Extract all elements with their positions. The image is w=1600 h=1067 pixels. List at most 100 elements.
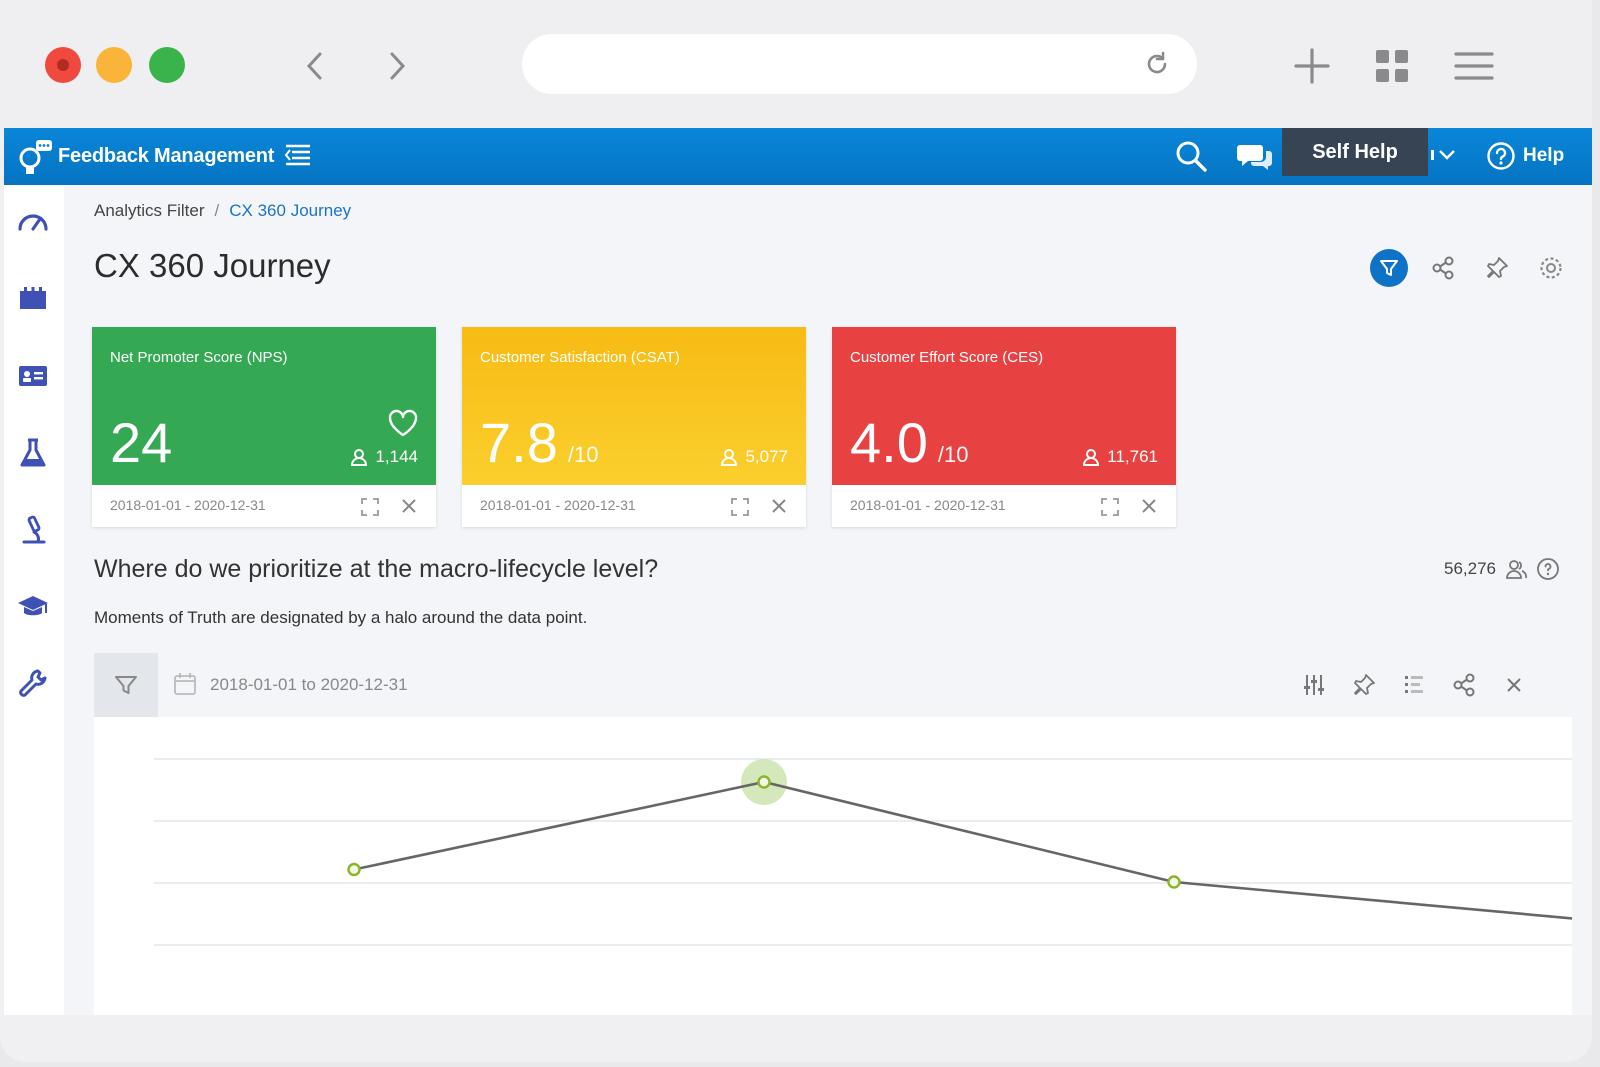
reload-icon[interactable] xyxy=(1143,50,1171,78)
pin-icon xyxy=(1354,674,1375,695)
nps-respondent-count: 1,144 xyxy=(349,447,418,467)
breadcrumb-parent-link[interactable]: Analytics Filter xyxy=(94,201,205,220)
address-bar[interactable] xyxy=(522,34,1197,94)
csat-card[interactable]: Customer Satisfaction (CSAT) 7.8/10 5,07… xyxy=(462,327,806,527)
breadcrumb-current[interactable]: CX 360 Journey xyxy=(229,201,352,220)
ces-card[interactable]: Customer Effort Score (CES) 4.0/10 11,76… xyxy=(832,327,1176,527)
help-label: Help xyxy=(1523,145,1565,166)
ces-card-value: 4.0/10 xyxy=(850,415,968,471)
nps-value-number: 24 xyxy=(110,411,173,474)
close-icon[interactable] xyxy=(400,497,418,515)
share-button[interactable] xyxy=(1424,249,1462,287)
pin-icon xyxy=(1487,257,1508,278)
chart-data-point[interactable] xyxy=(757,775,771,789)
chart-panel: 2018-01-01 to 2020-12-31 xyxy=(94,653,1572,1015)
sidebar-item-tools[interactable] xyxy=(16,667,50,701)
browser-chrome xyxy=(0,0,1592,128)
help-button[interactable]: Help xyxy=(1486,140,1564,172)
chart-data-point[interactable] xyxy=(1167,875,1181,889)
chevron-down-icon[interactable] xyxy=(1430,140,1464,170)
url-input[interactable] xyxy=(548,48,1128,80)
ces-card-name: Customer Effort Score (CES) xyxy=(850,349,1044,366)
calendar-icon[interactable] xyxy=(172,671,198,697)
journey-line-chart xyxy=(154,758,1572,946)
csat-value-number: 7.8 xyxy=(480,411,558,474)
page-title: CX 360 Journey xyxy=(94,247,331,284)
sidebar-item-contacts[interactable] xyxy=(16,359,50,393)
filter-button[interactable] xyxy=(1370,249,1408,287)
app-title: Feedback Management xyxy=(58,145,275,167)
expand-icon[interactable] xyxy=(730,497,750,517)
nps-card-name: Net Promoter Score (NPS) xyxy=(110,349,288,366)
speedometer-icon xyxy=(18,214,48,231)
csat-card-footer: 2018-01-01 - 2020-12-31 xyxy=(462,485,806,527)
microscope-icon xyxy=(22,515,46,544)
info-icon[interactable] xyxy=(1536,557,1560,581)
close-icon[interactable] xyxy=(770,497,788,515)
csat-respondent-count: 5,077 xyxy=(719,447,788,467)
share-icon xyxy=(1432,256,1454,280)
maximize-window-button[interactable] xyxy=(149,47,185,83)
close-window-button[interactable] xyxy=(45,47,81,83)
feedback-logo-icon xyxy=(19,140,52,174)
sidebar-item-dashboard[interactable] xyxy=(16,205,50,239)
nps-date-range: 2018-01-01 - 2020-12-31 xyxy=(110,497,266,513)
chart-filter-button[interactable] xyxy=(94,653,158,717)
chevron-right-icon xyxy=(390,52,406,80)
back-button[interactable] xyxy=(300,46,330,86)
section-title: Where do we prioritize at the macro-life… xyxy=(94,555,659,583)
page-actions xyxy=(1370,249,1570,287)
sidebar xyxy=(4,185,64,1015)
chart-share-button[interactable] xyxy=(1446,667,1482,703)
chart-adjust-button[interactable] xyxy=(1296,667,1332,703)
user-icon xyxy=(351,449,368,466)
hamburger-menu-icon[interactable] xyxy=(1452,44,1496,88)
pin-button[interactable] xyxy=(1478,249,1516,287)
chart-data-point[interactable] xyxy=(347,862,361,877)
csat-value-denominator: /10 xyxy=(567,442,599,467)
forward-button[interactable] xyxy=(382,46,412,86)
csat-card-name: Customer Satisfaction (CSAT) xyxy=(480,349,680,366)
expand-icon[interactable] xyxy=(360,497,380,517)
users-icon xyxy=(1506,560,1528,579)
chart-series-line xyxy=(353,780,1572,920)
csat-card-face: Customer Satisfaction (CSAT) 7.8/10 5,07… xyxy=(462,327,806,485)
new-tab-icon[interactable] xyxy=(1290,44,1334,88)
search-icon[interactable] xyxy=(1172,137,1210,175)
close-icon[interactable] xyxy=(1140,497,1158,515)
chat-icon[interactable] xyxy=(1236,137,1274,175)
breadcrumb: Analytics Filter / CX 360 Journey xyxy=(94,201,351,221)
ces-date-range: 2018-01-01 - 2020-12-31 xyxy=(850,497,1006,513)
ces-value-number: 4.0 xyxy=(850,411,928,474)
chart-pin-button[interactable] xyxy=(1346,667,1382,703)
menu-toggle-icon[interactable] xyxy=(284,142,314,168)
chart-legend-button[interactable] xyxy=(1396,667,1432,703)
chevron-left-icon xyxy=(306,52,322,80)
grid-icon[interactable] xyxy=(1370,44,1414,88)
heart-icon xyxy=(388,409,418,437)
sidebar-item-learning[interactable] xyxy=(16,590,50,624)
share-icon xyxy=(1453,673,1475,697)
expand-icon[interactable] xyxy=(1100,497,1120,517)
nps-card-face: Net Promoter Score (NPS) 24 1,144 xyxy=(92,327,436,485)
funnel-icon xyxy=(1380,260,1398,276)
sidebar-item-reports[interactable] xyxy=(16,282,50,316)
chart-date-range[interactable]: 2018-01-01 to 2020-12-31 xyxy=(210,675,408,694)
nps-card-footer: 2018-01-01 - 2020-12-31 xyxy=(92,485,436,527)
flask-icon xyxy=(20,438,46,467)
nps-count-value: 1,144 xyxy=(375,447,418,466)
chart-close-button[interactable] xyxy=(1496,667,1532,703)
calendar-icon xyxy=(20,287,46,309)
minimize-window-button[interactable] xyxy=(96,47,132,83)
nps-card[interactable]: Net Promoter Score (NPS) 24 1,144 2018-0… xyxy=(92,327,436,527)
close-icon xyxy=(1507,678,1521,692)
graduation-cap-icon xyxy=(18,596,48,616)
gear-icon xyxy=(1540,257,1562,279)
funnel-icon xyxy=(115,676,137,694)
settings-button[interactable] xyxy=(1532,249,1570,287)
chart-actions xyxy=(1296,667,1532,703)
sidebar-item-experiments[interactable] xyxy=(16,436,50,470)
self-help-button[interactable]: Self Help xyxy=(1282,128,1428,176)
sidebar-item-analysis[interactable] xyxy=(16,513,50,547)
